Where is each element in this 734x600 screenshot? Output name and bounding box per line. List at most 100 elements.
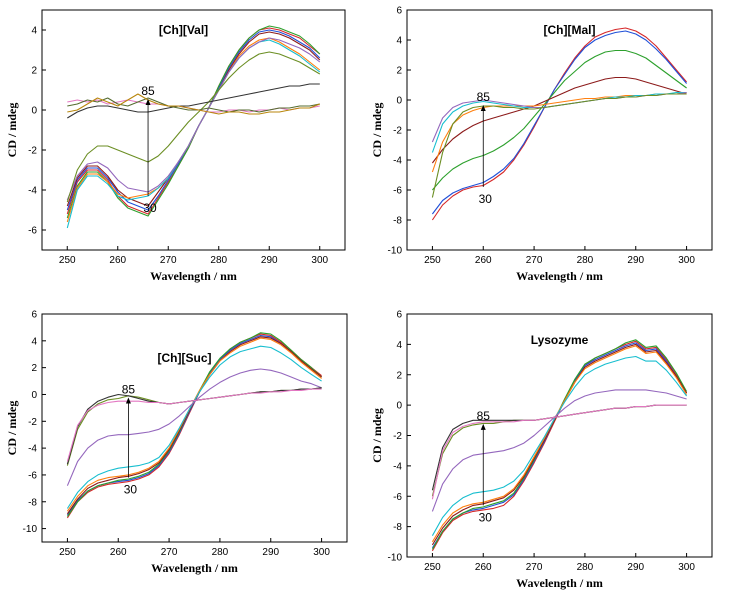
y-tick-label: -2: [28, 417, 37, 428]
panel-lysozyme: 250 260 270 280 290 300 -10 -8 -6 -4 -2 0 2 4 6 Wavelen…: [370, 310, 713, 590]
panel-title: Lysozyme: [531, 333, 589, 347]
series-line-80: [67, 97, 320, 113]
series-line-40: [431, 339, 688, 550]
y-tick-label: 4: [31, 336, 37, 347]
x-tick-label: 270: [526, 562, 543, 573]
x-tick-label: 250: [59, 255, 76, 266]
y-tick-label: -8: [393, 216, 402, 227]
panel-ch-mal: 250 260 270 280 290 300 -10 -8 -6 -4 -2 0 2 4 6 Wavelen…: [370, 6, 713, 283]
series-line-70: [431, 404, 687, 497]
panel-title: [Ch][Val]: [159, 23, 208, 37]
y-tick-label: -2: [393, 431, 402, 442]
annotation-bottom-label: 30: [124, 483, 138, 497]
x-axis-label: Wavelength / nm: [516, 576, 603, 590]
series-line-60: [431, 76, 687, 164]
plot-frame: [406, 9, 713, 251]
x-tick-label: 280: [212, 547, 229, 558]
series-line-30: [431, 27, 688, 221]
x-tick-label: 260: [110, 547, 127, 558]
annotation-bottom-label: 30: [479, 510, 493, 524]
annotation-arrowhead: [145, 99, 151, 105]
y-tick-label: -6: [28, 470, 37, 481]
x-tick-label: 290: [261, 255, 278, 266]
annotation-bottom-label: 30: [143, 201, 157, 215]
y-tick-label: -6: [393, 186, 402, 197]
y-tick-label: -10: [23, 524, 38, 535]
annotation-bottom-label: 30: [479, 192, 493, 206]
series-line-70: [67, 83, 320, 119]
x-tick-label: 260: [475, 562, 492, 573]
series-line-60: [431, 389, 687, 512]
y-tick-label: 6: [396, 310, 402, 321]
series-line-85: [67, 93, 321, 115]
x-tick-label: 290: [627, 255, 644, 266]
panel-title: [Ch][Suc]: [158, 351, 212, 365]
y-tick-label: -2: [28, 146, 37, 157]
annotation-arrowhead: [480, 105, 486, 111]
series-line-60: [66, 37, 321, 201]
series-line-30: [431, 340, 688, 552]
series-line-85: [431, 404, 687, 500]
y-tick-label: -6: [393, 492, 402, 503]
series-line-45: [431, 343, 688, 546]
series-line-60: [66, 368, 322, 486]
series-line-85: [431, 93, 687, 198]
y-tick-label: -4: [28, 186, 37, 197]
x-tick-label: 290: [627, 562, 644, 573]
y-tick-label: 4: [396, 340, 402, 351]
y-tick-label: 6: [31, 310, 37, 321]
y-axis-label: CD / mdeg: [370, 408, 384, 463]
y-tick-label: 4: [396, 36, 402, 47]
annotation-arrowhead: [480, 423, 486, 430]
x-tick-label: 250: [424, 562, 441, 573]
annotation-top-label: 85: [122, 382, 136, 396]
panel-ch-suc: 250 260 270 280 290 300 -10 -8 -6 -4 -2 0 2 4 6 Wavelen…: [5, 310, 348, 575]
y-tick-label: 0: [396, 96, 402, 107]
y-tick-label: -8: [28, 497, 37, 508]
annotation-top-label: 85: [477, 90, 491, 104]
y-tick-label: 2: [396, 370, 402, 381]
y-tick-label: -4: [28, 444, 37, 455]
x-tick-label: 260: [475, 255, 492, 266]
y-tick-label: -4: [393, 156, 402, 167]
series-line-55: [431, 355, 688, 536]
x-tick-label: 300: [678, 255, 695, 266]
x-tick-label: 250: [59, 547, 76, 558]
annotation-top-label: 85: [477, 409, 491, 423]
y-tick-label: 0: [31, 390, 37, 401]
x-tick-label: 300: [313, 547, 330, 558]
y-tick-label: -6: [28, 226, 37, 237]
x-tick-label: 270: [526, 255, 543, 266]
y-axis-label: CD / mdeg: [5, 103, 19, 158]
plot-frame: [41, 313, 348, 543]
series-line-55: [66, 39, 321, 229]
x-tick-label: 280: [577, 562, 594, 573]
y-tick-label: -8: [393, 522, 402, 533]
series-line-80: [431, 91, 687, 143]
x-tick-label: 290: [262, 547, 279, 558]
x-tick-label: 280: [210, 255, 227, 266]
y-tick-label: -10: [388, 553, 403, 564]
series-line-65: [66, 51, 321, 203]
x-axis-label: Wavelength / nm: [151, 561, 238, 575]
plot-frame: [41, 9, 346, 251]
x-tick-label: 280: [577, 255, 594, 266]
x-tick-label: 300: [678, 562, 695, 573]
series-line-50: [66, 37, 321, 223]
y-tick-label: 2: [396, 66, 402, 77]
series-line-80: [431, 404, 687, 491]
x-axis-label: Wavelength / nm: [150, 269, 237, 283]
series-line-30: [66, 27, 321, 215]
x-tick-label: 270: [161, 547, 178, 558]
series-line-50: [431, 49, 687, 191]
y-axis-label: CD / mdeg: [370, 103, 384, 158]
y-tick-label: -10: [388, 246, 403, 257]
y-tick-label: 2: [31, 363, 37, 374]
y-axis-label: CD / mdeg: [5, 401, 19, 456]
x-tick-label: 270: [160, 255, 177, 266]
panel-title: [Ch][Mal]: [544, 23, 596, 37]
x-tick-label: 260: [109, 255, 126, 266]
x-tick-label: 250: [424, 255, 441, 266]
series-line-85: [66, 388, 322, 462]
